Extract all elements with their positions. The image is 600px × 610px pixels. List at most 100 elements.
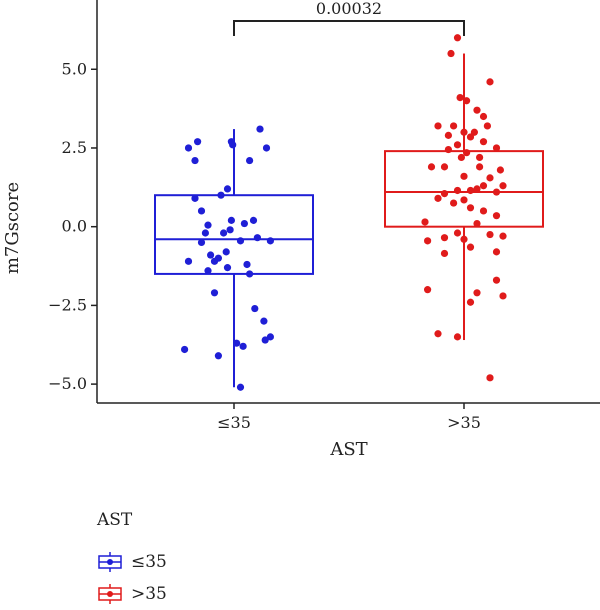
data-point (479, 182, 488, 190)
data-point (197, 207, 206, 215)
p-value-label: 0.00032 (316, 0, 382, 18)
legend: AST ≤35 >35 (97, 510, 167, 610)
data-point (450, 122, 458, 130)
y-tick-label: 0.0 (62, 217, 87, 236)
data-point (266, 333, 274, 341)
data-point (181, 345, 189, 354)
data-point (233, 339, 241, 347)
data-point (440, 190, 449, 198)
data-point (260, 317, 268, 325)
data-point (424, 237, 432, 245)
data-point (492, 188, 501, 196)
data-point (246, 156, 254, 165)
data-point (492, 144, 501, 152)
data-point (444, 131, 452, 139)
data-point (191, 156, 199, 165)
legend-label-gt35: >35 (131, 584, 167, 604)
data-point (226, 226, 234, 234)
data-point (220, 229, 228, 237)
y-tick-label: −2.5 (48, 295, 87, 314)
x-tick-label: >35 (447, 413, 481, 432)
legend-item-gt35: >35 (97, 578, 167, 610)
x-tick-label: ≤35 (217, 413, 251, 432)
y-tick-label: 2.5 (62, 138, 87, 157)
data-point (434, 330, 442, 338)
data-point (486, 174, 494, 182)
data-point (479, 207, 488, 215)
legend-title: AST (97, 510, 133, 530)
data-point (499, 182, 507, 190)
box-plot: 5.0 2.5 0.0 −2.5 −5.0 ≤35 >35 0.00032 AST m7G… (2, 0, 600, 460)
y-tick-label: 5.0 (62, 59, 87, 78)
data-point (201, 229, 209, 237)
data-point (184, 144, 193, 152)
box (154, 194, 314, 275)
data-point (460, 128, 468, 136)
data-point (223, 264, 232, 272)
legend-item-le35: ≤35 (97, 546, 167, 578)
data-point (184, 257, 193, 265)
data-point (492, 212, 501, 220)
y-axis: 5.0 2.5 0.0 −2.5 −5.0 (48, 0, 98, 403)
data-point (262, 144, 271, 152)
data-point (222, 248, 230, 256)
data-point (476, 163, 484, 171)
data-point (251, 304, 259, 313)
data-point (440, 234, 449, 242)
data-point (466, 243, 475, 251)
data-point (261, 336, 269, 344)
data-point (447, 49, 455, 58)
data-point (453, 333, 462, 341)
legend-key-le35 (98, 552, 122, 572)
data-point (239, 342, 247, 350)
data-point (444, 145, 452, 154)
data-point (197, 238, 206, 247)
data-point (486, 230, 494, 239)
data-point (204, 267, 212, 275)
data-point (460, 196, 468, 204)
data-point (210, 257, 219, 265)
data-point (486, 374, 494, 382)
legend-key-gt35 (98, 584, 122, 604)
data-point (440, 249, 449, 258)
data-point (207, 251, 215, 259)
data-point (266, 237, 274, 245)
data-point (466, 133, 475, 141)
data-point (463, 149, 471, 157)
data-point (499, 292, 507, 300)
data-point (246, 270, 254, 278)
data-point (440, 163, 449, 171)
data-point (486, 78, 494, 86)
data-points (181, 34, 507, 391)
x-axis-title: AST (329, 439, 367, 460)
data-point (424, 286, 432, 294)
data-point (453, 186, 462, 195)
data-point (434, 194, 442, 202)
data-point (191, 194, 199, 202)
x-axis: ≤35 >35 (97, 402, 600, 432)
data-point (499, 232, 507, 240)
data-point (492, 276, 501, 284)
data-point (476, 153, 484, 162)
data-point (479, 112, 488, 121)
significance-bracket (233, 20, 465, 36)
data-point (457, 153, 465, 162)
data-point (229, 141, 237, 149)
data-point (456, 94, 464, 102)
box (384, 150, 544, 228)
data-point (453, 34, 462, 42)
data-point (214, 352, 222, 360)
data-point (236, 237, 245, 245)
legend-key-point (107, 559, 113, 565)
data-point (249, 216, 258, 224)
data-point (450, 199, 458, 207)
data-point (473, 106, 481, 114)
data-point (427, 163, 436, 171)
data-point (421, 218, 429, 226)
data-point (473, 289, 481, 297)
data-point (453, 141, 462, 149)
significance-annotation: 0.00032 (233, 0, 465, 36)
data-point (240, 219, 248, 228)
legend-key-point (107, 591, 113, 597)
data-point (466, 204, 475, 212)
